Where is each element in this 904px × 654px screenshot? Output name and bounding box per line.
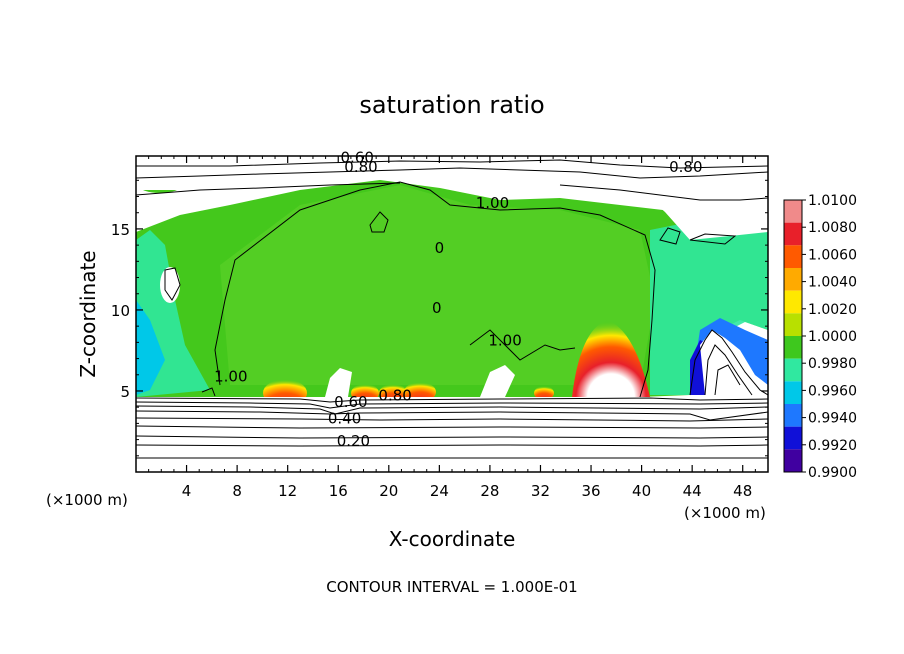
- contour-extra-top: [136, 182, 768, 201]
- contour-surface-1: [136, 397, 768, 403]
- contour-label-10: 0: [435, 239, 445, 257]
- contour-label-1: 0.80: [344, 158, 377, 176]
- contour-label-3: 1.00: [476, 194, 509, 212]
- contour-label-7: 0.80: [378, 387, 411, 405]
- contour-label-11: 0: [432, 299, 442, 317]
- contour-small-1: [369, 211, 389, 233]
- contour-surface-3: [136, 405, 768, 415]
- colorbar-segment-3: [784, 268, 802, 291]
- colorbar-label-4: 1.0020: [808, 302, 857, 318]
- colorbar-label-8: 0.9940: [808, 411, 857, 427]
- contour-1.00-inner: [469, 329, 576, 361]
- contour-label-6: 0.60: [334, 393, 367, 411]
- x-tick-label-2: 12: [278, 482, 297, 500]
- x-unit-left: (×1000 m): [46, 491, 128, 509]
- colorbar-label-1: 1.0080: [808, 220, 857, 236]
- contour-surface-4: [136, 410, 768, 421]
- x-tick-label-11: 48: [733, 482, 752, 500]
- x-tick-label-6: 28: [480, 482, 499, 500]
- contour-1.00-main: [214, 181, 656, 398]
- field-white-notch-28km: [480, 365, 515, 397]
- contour-surface-6: [136, 425, 768, 429]
- field-white-notch-15km: [325, 368, 352, 397]
- contour-mountain-3: [714, 364, 741, 396]
- y-axis-label: Z-coordinate: [76, 250, 100, 377]
- field-white-surface: [136, 397, 768, 472]
- contour-labels: 0.600.80 0.801.001.001.000.60 0.800.400.20…: [214, 148, 702, 450]
- footer-contour-interval: CONTOUR INTERVAL = 1.000E-01: [326, 578, 577, 596]
- colorbar-segment-6: [784, 336, 802, 359]
- colorbar-label-6: 0.9980: [808, 356, 857, 372]
- colorbar-label-3: 1.0040: [808, 275, 857, 291]
- colorbar-label-10: 0.9900: [808, 465, 857, 481]
- x-tick-label-8: 36: [581, 482, 600, 500]
- contour-surface-7: [136, 435, 768, 439]
- x-tick-label-7: 32: [531, 482, 550, 500]
- contour-small-2: [201, 387, 216, 397]
- field-blue-left: [136, 300, 165, 395]
- contour-small-4: [689, 233, 737, 245]
- hotspot-31km: [534, 386, 554, 400]
- colorbar: 1.0100 1.0080 1.0060 1.0040 1.0020 1.0000 0.99…: [783, 193, 857, 481]
- x-tick-label-0: 4: [182, 482, 192, 500]
- x-tick-label-4: 20: [379, 482, 398, 500]
- field-white-upper-right: [640, 176, 768, 240]
- contour-mountain-2: [704, 344, 753, 396]
- colorbar-label-2: 1.0060: [808, 247, 857, 263]
- x-axis-label: X-coordinate: [389, 527, 516, 551]
- contour-surface-2: [136, 401, 768, 409]
- x-tick-label-3: 16: [329, 482, 348, 500]
- contour-surface-8: [136, 444, 768, 447]
- contour-label-5: 1.00: [214, 367, 247, 385]
- colorbar-label-7: 0.9960: [808, 383, 857, 399]
- hotspot-36km: [572, 320, 650, 397]
- colorbar-segment-9: [784, 404, 802, 427]
- contour-label-2: 0.80: [669, 158, 702, 176]
- y-tick-label-1: 10: [111, 302, 130, 320]
- colorbar-segment-0: [784, 200, 802, 223]
- contour-lines: [136, 159, 768, 398]
- field-light-green-region: [220, 185, 655, 385]
- colorbar-segment-2: [784, 245, 802, 268]
- x-tick-label-10: 44: [683, 482, 702, 500]
- chart-title: saturation ratio: [359, 91, 544, 119]
- contour-surface-5: [136, 417, 768, 422]
- y-tick-label-2: 15: [111, 221, 130, 239]
- x-tick-label-1: 8: [232, 482, 242, 500]
- x-tick-label-5: 24: [430, 482, 449, 500]
- field-layer: [136, 156, 768, 472]
- contour-surface-lines: [136, 397, 768, 459]
- colorbar-label-5: 1.0000: [808, 329, 857, 345]
- colorbar-segment-8: [784, 381, 802, 404]
- contour-left-pocket: [164, 267, 181, 301]
- colorbar-segment-5: [784, 313, 802, 336]
- colorbar-segment-10: [784, 426, 802, 450]
- y-tick-label-0: 5: [120, 383, 130, 401]
- contour-label-4: 1.00: [488, 332, 521, 350]
- field-cyan-right: [650, 220, 768, 395]
- colorbar-segment-7: [784, 358, 802, 382]
- contour-label-0: 0.60: [340, 148, 373, 166]
- contour-label-9: 0.20: [337, 432, 370, 450]
- x-unit-right: (×1000 m): [684, 504, 766, 522]
- contour-label-8: 0.40: [328, 409, 361, 427]
- colorbar-label-9: 0.9920: [808, 438, 857, 454]
- colorbar-segment-1: [784, 222, 802, 246]
- contour-small-3: [659, 227, 681, 245]
- colorbar-segment-11: [784, 449, 802, 472]
- contour-0.60-top: [136, 159, 768, 169]
- contour-mountain-1: [689, 329, 768, 396]
- colorbar-segment-4: [784, 290, 802, 314]
- colorbar-label-0: 1.0100: [808, 193, 857, 209]
- x-tick-label-9: 40: [632, 482, 651, 500]
- contour-0.80-top: [136, 167, 768, 179]
